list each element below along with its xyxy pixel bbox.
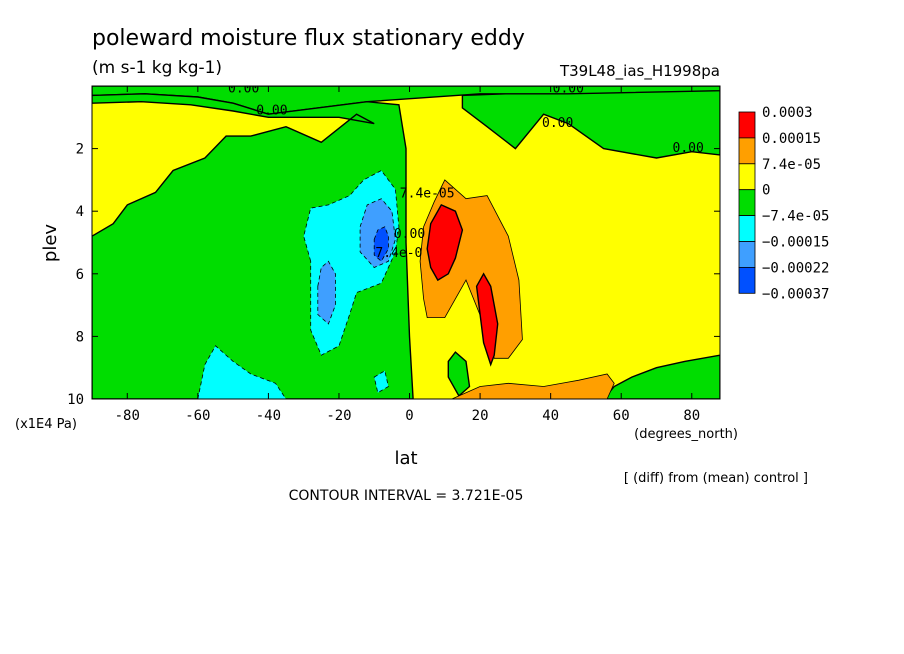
y-tick-label: 2 [76, 142, 84, 158]
y-tick-label: 10 [67, 392, 84, 408]
y-axis-units: (x1E4 Pa) [15, 417, 77, 432]
x-tick-label: -80 [115, 408, 140, 424]
colorbar-label: 0.0003 [762, 105, 813, 121]
region-red-upper-lobe [426, 204, 464, 282]
region-cyan-tiny-patch [373, 370, 389, 394]
chart-units: (m s-1 kg kg-1) [92, 58, 222, 78]
contour-label: 0.00 [542, 116, 573, 131]
x-tick-label: 40 [542, 408, 559, 424]
colorbar-swatch [738, 189, 756, 216]
contour-label: 0.00 [394, 227, 425, 242]
x-tick-label: 0 [405, 408, 413, 424]
y-tick-label: 4 [76, 204, 84, 220]
y-tick-label: 6 [76, 267, 84, 283]
y-axis-label: plev [40, 224, 61, 263]
plot-frame [91, 85, 721, 400]
y-tick-label: 8 [76, 329, 84, 345]
colorbar-swatch [738, 266, 756, 294]
x-tick-label: -40 [256, 408, 281, 424]
chart-title: poleward moisture flux stationary eddy [92, 26, 525, 51]
colorbar-label: −0.00015 [762, 235, 829, 251]
contour-label: 7.4e-05 [400, 186, 455, 201]
region-orange-bottom-band [451, 373, 615, 399]
x-axis-units: (degrees_north) [634, 427, 738, 442]
colorbar-label: −0.00022 [762, 260, 829, 276]
contour-label: 7.4e-0 [375, 246, 422, 261]
region-blue-mid-lobe [317, 260, 336, 325]
region-green-bottom-right [602, 354, 720, 399]
colorbar-swatch [738, 111, 756, 139]
x-tick-label: 20 [472, 408, 489, 424]
run-label: T39L48_ias_H1998pa [559, 62, 720, 81]
plot-area: 0.00 0.00 0.00 0.00 0.00 7.4e-0 0.00 7.4e-05 -80… [67, 82, 721, 424]
colorbar-label: 0 [762, 183, 770, 199]
x-axis-label: lat [394, 448, 417, 469]
x-tick-label: -60 [185, 408, 210, 424]
contour-label: 0.00 [673, 141, 704, 156]
colorbar-label: −7.4e-05 [762, 209, 829, 225]
colorbar-label: 0.00015 [762, 131, 821, 147]
contour-label: 0.00 [553, 82, 584, 97]
colorbar-label: 7.4e-05 [762, 157, 821, 173]
colorbar-swatch [738, 137, 756, 165]
x-tick-label: 60 [613, 408, 630, 424]
region-cyan-low-lobe [197, 345, 287, 399]
colorbar-swatch [738, 163, 756, 191]
colorbar-swatch [738, 215, 756, 242]
x-tick-label: -20 [326, 408, 351, 424]
footer-note: [ (diff) from (mean) control ] [624, 471, 808, 486]
contour-label: 0.00 [256, 104, 287, 119]
contour-interval: CONTOUR INTERVAL = 3.721E-05 [289, 488, 524, 504]
region-blue-core [373, 226, 389, 262]
contour-label: 0.00 [228, 82, 259, 97]
x-tick-label: 80 [683, 408, 700, 424]
colorbar-label: −0.00037 [762, 286, 829, 302]
colorbar-legend: 0.0003 0.00015 7.4e-05 0 −7.4e-05 −0.00015 −0.… [738, 105, 829, 302]
region-red-lower-lobe [475, 272, 499, 367]
colorbar-swatch [738, 241, 756, 268]
